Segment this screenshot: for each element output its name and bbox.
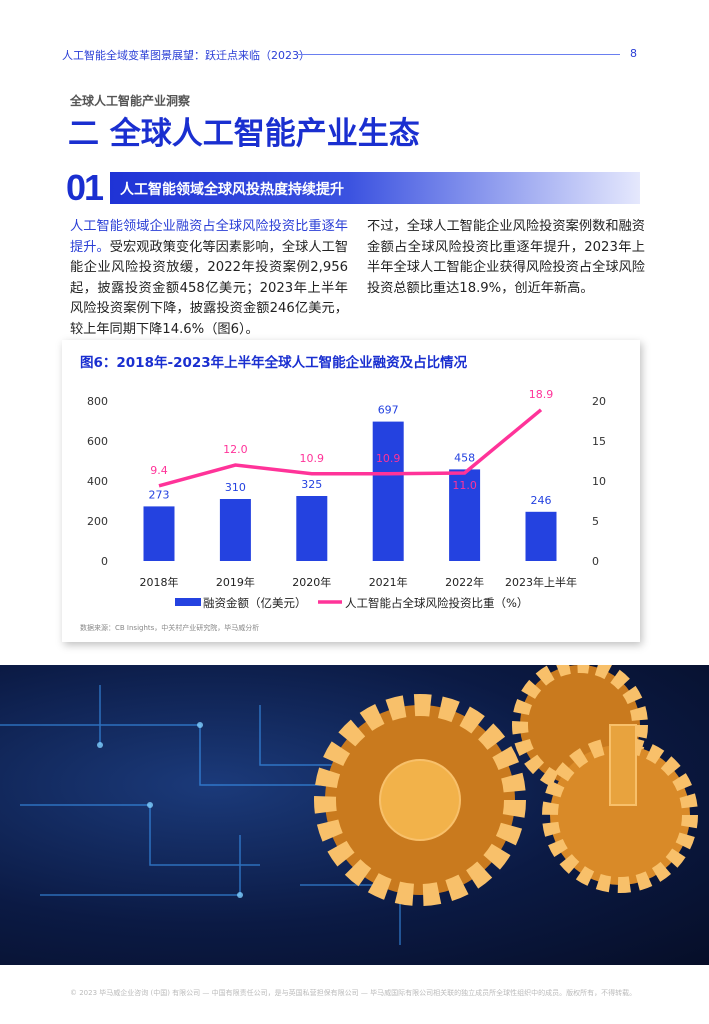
line-label: 9.4 [150, 464, 168, 477]
bar [449, 469, 481, 561]
bar [296, 496, 328, 561]
body-right-column: 不过，全球人工智能企业风险投资案例数和融资金额占全球风险投资比重逐年提升，202… [367, 217, 645, 299]
x-tick: 2018年 [140, 575, 179, 589]
bar-label: 273 [149, 488, 170, 501]
chart-title: 图6：2018年-2023年上半年全球人工智能企业融资及占比情况 [80, 355, 468, 371]
bar-label: 246 [531, 494, 552, 507]
y-right-tick: 0 [592, 555, 599, 568]
copyright-footer: © 2023 毕马威企业咨询 (中国) 有限公司 — 中国有限责任公司，是与英国… [70, 989, 637, 997]
y-right-tick: 5 [592, 515, 599, 528]
line-series [158, 408, 543, 488]
bar-label: 697 [378, 404, 399, 417]
y-right-tick: 10 [592, 475, 606, 488]
section-banner: 人工智能领域全球风投热度持续提升 [110, 172, 640, 204]
page-title: 二 全球人工智能产业生态 [68, 116, 420, 152]
line-label: 18.9 [529, 388, 554, 401]
y-right-tick: 20 [592, 395, 606, 408]
chart: 0 200 400 600 800 0 5 10 15 20 273 310 325 697 458 246 9… [87, 388, 606, 610]
legend-bar-swatch [175, 598, 201, 606]
y-left-tick: 400 [87, 475, 108, 488]
bar [525, 511, 557, 561]
x-tick: 2019年 [216, 575, 255, 589]
y-left-tick: 600 [87, 435, 108, 448]
line-label: 12.0 [223, 443, 248, 456]
bar [219, 499, 251, 561]
line-label: 10.9 [376, 452, 401, 465]
bar-label: 310 [225, 481, 246, 494]
page-number: 8 [630, 47, 637, 60]
chart-card [62, 340, 640, 642]
line-label: 11.0 [452, 479, 477, 492]
body-left-column: 人工智能领域企业融资占全球风险投资比重逐年提升。受宏观政策变化等因素影响，全球人… [70, 217, 348, 340]
x-tick: 2020年 [292, 575, 331, 589]
x-tick: 2022年 [445, 575, 484, 589]
bar [143, 506, 175, 561]
chart-source: 数据来源：CB Insights，中关村产业研究院，毕马威分析 [80, 624, 260, 632]
line-label: 10.9 [300, 452, 325, 465]
x-tick: 2023年上半年 [505, 575, 577, 589]
section-number: 01 [66, 167, 104, 208]
header-divider [298, 54, 620, 55]
running-header: 人工智能全域变革图景展望：跃迁点来临（2023） [62, 49, 310, 62]
body-right-text: 不过，全球人工智能企业风险投资案例数和融资金额占全球风险投资比重逐年提升，202… [367, 219, 645, 296]
body-highlight: 人工智能领域企业融资占全球风险投资比重逐年提升。 [70, 219, 348, 255]
bar-label: 458 [454, 451, 475, 464]
bar-label: 325 [301, 478, 322, 491]
legend-line-label: 人工智能占全球风险投资比重（%） [345, 596, 528, 610]
y-left-tick: 0 [101, 555, 108, 568]
y-right-tick: 15 [592, 435, 606, 448]
y-left-tick: 200 [87, 515, 108, 528]
bar [372, 421, 404, 561]
legend-bar-label: 融资金额（亿美元） [203, 596, 307, 610]
x-tick: 2021年 [369, 575, 408, 589]
section-title: 人工智能领域全球风投热度持续提升 [120, 182, 344, 198]
chapter-kicker: 全球人工智能产业洞察 [70, 94, 191, 108]
body-left-text: 受宏观政策变化等因素影响，全球人工智能企业风险投资放缓，2022年投资案例2,9… [70, 239, 349, 337]
y-left-tick: 800 [87, 395, 108, 408]
gears-circuit-photo [0, 665, 709, 965]
